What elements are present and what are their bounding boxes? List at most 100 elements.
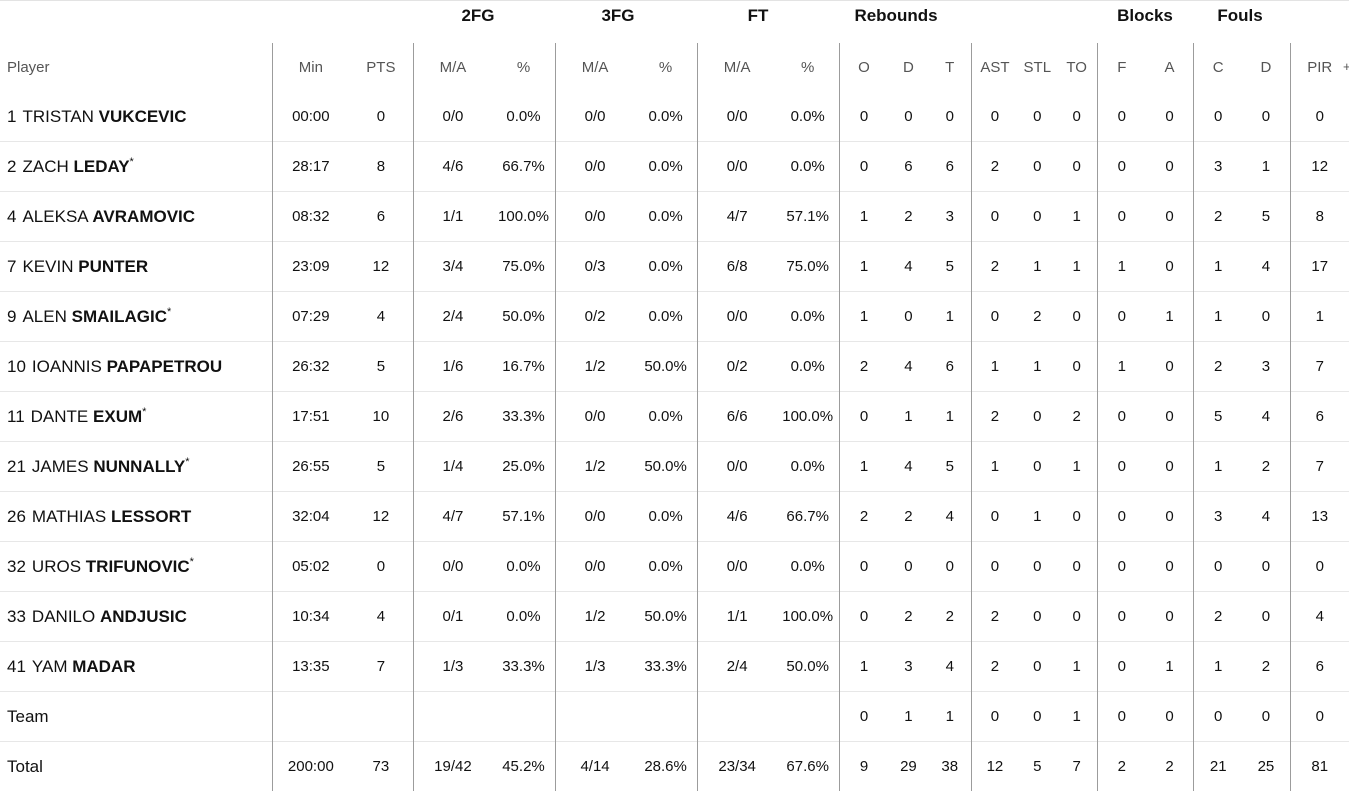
stat-foul-c: 5	[1194, 392, 1243, 442]
stat-blk-a: 1	[1146, 292, 1194, 342]
col-header-ft-ma[interactable]: M/A	[697, 43, 776, 92]
col-header-blk-f[interactable]: F	[1097, 43, 1146, 92]
col-header-blk-a[interactable]: A	[1146, 43, 1194, 92]
col-header-pts[interactable]: PTS	[349, 43, 413, 92]
stat-ast: 2	[971, 142, 1018, 192]
stat-to: 0	[1057, 292, 1098, 342]
stat-stl: 0	[1018, 542, 1057, 592]
col-header-2fg-ma[interactable]: M/A	[413, 43, 492, 92]
player-number: 4	[7, 207, 16, 226]
col-header-reb-d[interactable]: D	[888, 43, 929, 92]
stat-blk-f: 0	[1097, 642, 1146, 692]
stat-ast: 12	[971, 742, 1018, 791]
stat-2fg-pct: 50.0%	[492, 292, 555, 342]
stat-pts: 12	[349, 492, 413, 542]
stat-foul-c: 1	[1194, 642, 1243, 692]
stat-reb-o: 0	[839, 592, 888, 642]
stat-reb-t: 4	[929, 642, 972, 692]
stat-reb-d: 0	[888, 542, 929, 592]
top-divider	[0, 0, 1349, 1]
starter-marker: *	[130, 156, 134, 168]
group-header-blocks: Blocks	[1117, 6, 1173, 26]
stat-stl: 0	[1018, 392, 1057, 442]
stat-ft-ma: 0/0	[697, 92, 776, 142]
stat-min: 00:00	[272, 92, 349, 142]
col-header-3fg-pct[interactable]: %	[634, 43, 697, 92]
stat-blk-a: 0	[1146, 242, 1194, 292]
stat-3fg-pct: 0.0%	[634, 492, 697, 542]
player-first-name: MATHIAS	[32, 507, 106, 526]
stat-blk-a: 0	[1146, 442, 1194, 492]
stat-foul-c: 1	[1194, 442, 1243, 492]
col-header-ft-pct[interactable]: %	[776, 43, 839, 92]
col-header-3fg-ma[interactable]: M/A	[555, 43, 634, 92]
col-header-reb-o[interactable]: O	[839, 43, 888, 92]
stat-blk-f: 0	[1097, 142, 1146, 192]
col-header-min[interactable]: Min	[272, 43, 349, 92]
stat-3fg-ma: 4/14	[555, 742, 634, 791]
stat-blk-f: 1	[1097, 242, 1146, 292]
stat-ft-ma: 6/8	[697, 242, 776, 292]
col-header-2fg-pct[interactable]: %	[492, 43, 555, 92]
stat-pts: 0	[349, 92, 413, 142]
stat-blk-a: 1	[1146, 642, 1194, 692]
stat-blk-f: 0	[1097, 292, 1146, 342]
col-header-stl[interactable]: STL	[1018, 43, 1057, 92]
stat-reb-t: 0	[929, 92, 972, 142]
col-header-player[interactable]: Player	[0, 43, 272, 92]
stat-blk-f: 0	[1097, 192, 1146, 242]
stat-foul-c: 0	[1194, 92, 1243, 142]
stat-foul-d: 0	[1242, 92, 1290, 142]
stat-ft-ma: 0/0	[697, 142, 776, 192]
stat-foul-c: 2	[1194, 342, 1243, 392]
stat-reb-d: 4	[888, 442, 929, 492]
player-number: 10	[7, 357, 26, 376]
col-header-pir[interactable]: PIR	[1290, 43, 1349, 92]
stat-reb-o: 9	[839, 742, 888, 791]
stat-ft-ma: 2/4	[697, 642, 776, 692]
player-number: 9	[7, 307, 16, 326]
col-header-foul-d[interactable]: D	[1242, 43, 1290, 92]
col-header-ast[interactable]: AST	[971, 43, 1018, 92]
col-header-to[interactable]: TO	[1057, 43, 1098, 92]
stat-pir: 12	[1290, 142, 1349, 192]
stat-ft-ma: 4/7	[697, 192, 776, 242]
col-header-reb-t[interactable]: T	[929, 43, 972, 92]
stat-ft-ma: 0/0	[697, 292, 776, 342]
stat-blk-a: 0	[1146, 342, 1194, 392]
stat-blk-f: 0	[1097, 392, 1146, 442]
stat-pir: 0	[1290, 542, 1349, 592]
stat-foul-d: 4	[1242, 492, 1290, 542]
stat-foul-c: 2	[1194, 192, 1243, 242]
stat-min: 10:34	[272, 592, 349, 642]
stat-ast: 0	[971, 692, 1018, 742]
stat-reb-o: 1	[839, 292, 888, 342]
stat-stl: 1	[1018, 492, 1057, 542]
col-header-foul-c[interactable]: C	[1194, 43, 1243, 92]
stat-reb-d: 0	[888, 92, 929, 142]
